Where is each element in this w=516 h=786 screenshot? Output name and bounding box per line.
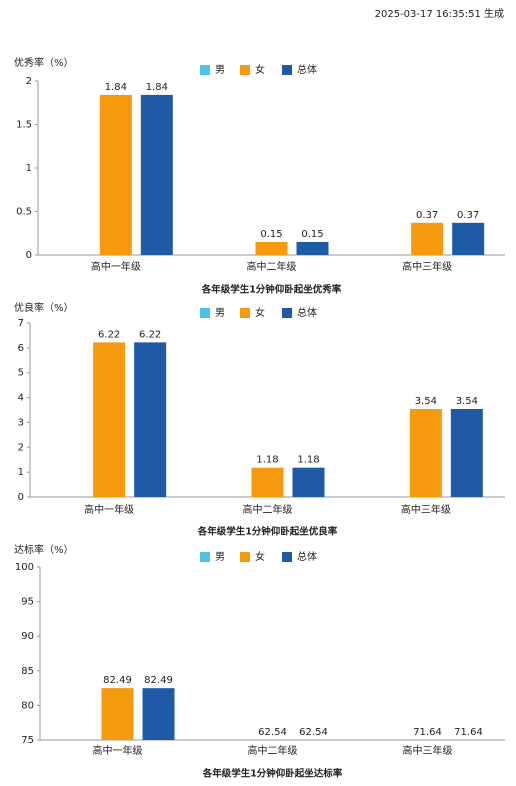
legend-swatch [282, 552, 292, 562]
legend-label: 总体 [297, 63, 317, 76]
value-label: 62.54 [258, 727, 287, 738]
y-tick-label: 1 [26, 163, 32, 174]
x-tick-label: 高中一年级 [91, 260, 141, 273]
value-label: 0.15 [260, 229, 282, 240]
chart-title: 各年级学生1分钟仰卧起坐优秀率 [201, 284, 342, 296]
y-tick-label: 3 [18, 417, 24, 428]
y-tick-label: 4 [18, 393, 24, 404]
bar [296, 241, 329, 255]
value-label: 1.84 [105, 82, 127, 93]
y-tick-label: 1 [18, 467, 24, 478]
value-label: 0.15 [301, 229, 323, 240]
y-tick-label: 80 [21, 700, 34, 711]
legend-swatch [240, 65, 250, 75]
y-tick-label: 75 [21, 735, 34, 746]
value-label: 6.22 [98, 329, 120, 340]
legend-label: 女 [255, 63, 265, 76]
y-tick-label: 1.5 [16, 120, 32, 131]
y-axis-label: 达标率（%） [14, 543, 74, 556]
y-tick-label: 0.5 [16, 207, 32, 218]
bar [409, 409, 442, 497]
value-label: 3.54 [415, 396, 437, 407]
legend-swatch [240, 308, 250, 318]
value-label: 6.22 [139, 329, 161, 340]
bar [292, 467, 325, 497]
y-tick-label: 7 [18, 318, 24, 329]
value-label: 0.37 [416, 210, 438, 221]
y-tick-label: 0 [18, 492, 24, 503]
bar [93, 342, 126, 497]
legend-label: 女 [255, 550, 265, 563]
legend-label: 女 [255, 306, 265, 319]
legend-swatch [240, 552, 250, 562]
legend-label: 男 [215, 64, 225, 76]
bar [450, 409, 483, 497]
y-tick-label: 6 [18, 343, 24, 354]
y-tick-label: 95 [21, 597, 34, 608]
y-tick-label: 2 [18, 442, 24, 453]
x-tick-label: 高中二年级 [243, 503, 293, 516]
x-tick-label: 高中三年级 [402, 260, 452, 273]
bar [411, 222, 444, 255]
bar [99, 94, 132, 255]
y-tick-label: 0 [26, 250, 32, 261]
value-label: 1.84 [146, 82, 168, 93]
legend-swatch [200, 552, 210, 562]
y-tick-label: 5 [18, 368, 24, 379]
x-tick-label: 高中一年级 [93, 744, 143, 757]
bar [142, 688, 175, 740]
generated-time: 2025-03-17 16:35:51 生成 [375, 7, 504, 20]
legend-swatch [200, 308, 210, 318]
legend-label: 总体 [297, 550, 317, 563]
legend-label: 男 [215, 307, 225, 319]
y-tick-label: 90 [21, 631, 34, 642]
legend-swatch [282, 65, 292, 75]
value-label: 62.54 [299, 727, 328, 738]
y-tick-label: 100 [15, 562, 34, 573]
value-label: 82.49 [103, 675, 132, 686]
x-tick-label: 高中二年级 [247, 260, 297, 273]
bar [255, 241, 288, 255]
legend-label: 男 [215, 551, 225, 563]
value-label: 1.18 [256, 455, 278, 466]
legend-swatch [282, 308, 292, 318]
value-label: 71.64 [413, 727, 442, 738]
legend-label: 总体 [297, 306, 317, 319]
x-tick-label: 高中三年级 [401, 503, 451, 516]
y-axis-label: 优秀率（%） [14, 56, 74, 69]
value-label: 82.49 [144, 675, 173, 686]
value-label: 71.64 [454, 727, 483, 738]
x-tick-label: 高中三年级 [403, 744, 453, 757]
bar [134, 342, 167, 497]
y-axis-label: 优良率（%） [14, 301, 74, 314]
legend-swatch [200, 65, 210, 75]
y-tick-label: 2 [26, 76, 32, 87]
value-label: 0.37 [457, 210, 479, 221]
chart-title: 各年级学生1分钟仰卧起坐优良率 [197, 526, 338, 538]
value-label: 3.54 [456, 396, 478, 407]
bar [101, 688, 134, 740]
chart-title: 各年级学生1分钟仰卧起坐达标率 [202, 768, 343, 780]
bar [140, 94, 173, 255]
x-tick-label: 高中一年级 [84, 503, 134, 516]
y-tick-label: 85 [21, 666, 34, 677]
bar [251, 467, 284, 497]
value-label: 1.18 [297, 455, 319, 466]
bar [452, 222, 485, 255]
x-tick-label: 高中二年级 [248, 744, 298, 757]
